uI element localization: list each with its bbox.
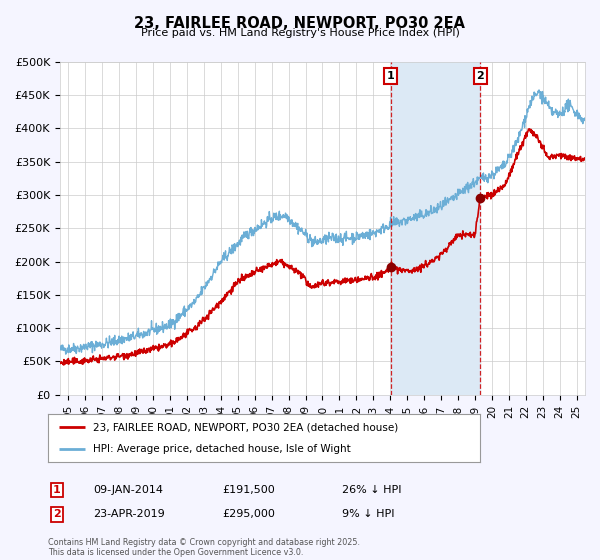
Text: 23, FAIRLEE ROAD, NEWPORT, PO30 2EA: 23, FAIRLEE ROAD, NEWPORT, PO30 2EA <box>134 16 466 31</box>
Text: 2: 2 <box>476 71 484 81</box>
Bar <box>391 62 480 395</box>
Text: £191,500: £191,500 <box>222 485 275 495</box>
Text: Price paid vs. HM Land Registry's House Price Index (HPI): Price paid vs. HM Land Registry's House … <box>140 28 460 38</box>
Text: 23-APR-2019: 23-APR-2019 <box>93 509 165 519</box>
Text: Contains HM Land Registry data © Crown copyright and database right 2025.
This d: Contains HM Land Registry data © Crown c… <box>48 538 360 557</box>
Text: 23, FAIRLEE ROAD, NEWPORT, PO30 2EA (detached house): 23, FAIRLEE ROAD, NEWPORT, PO30 2EA (det… <box>94 422 398 432</box>
Text: 26% ↓ HPI: 26% ↓ HPI <box>342 485 401 495</box>
Text: 9% ↓ HPI: 9% ↓ HPI <box>342 509 395 519</box>
Text: HPI: Average price, detached house, Isle of Wight: HPI: Average price, detached house, Isle… <box>94 444 351 454</box>
Text: 09-JAN-2014: 09-JAN-2014 <box>93 485 163 495</box>
Text: 1: 1 <box>387 71 395 81</box>
Text: £295,000: £295,000 <box>222 509 275 519</box>
Text: 2: 2 <box>53 509 61 519</box>
Text: 1: 1 <box>53 485 61 495</box>
